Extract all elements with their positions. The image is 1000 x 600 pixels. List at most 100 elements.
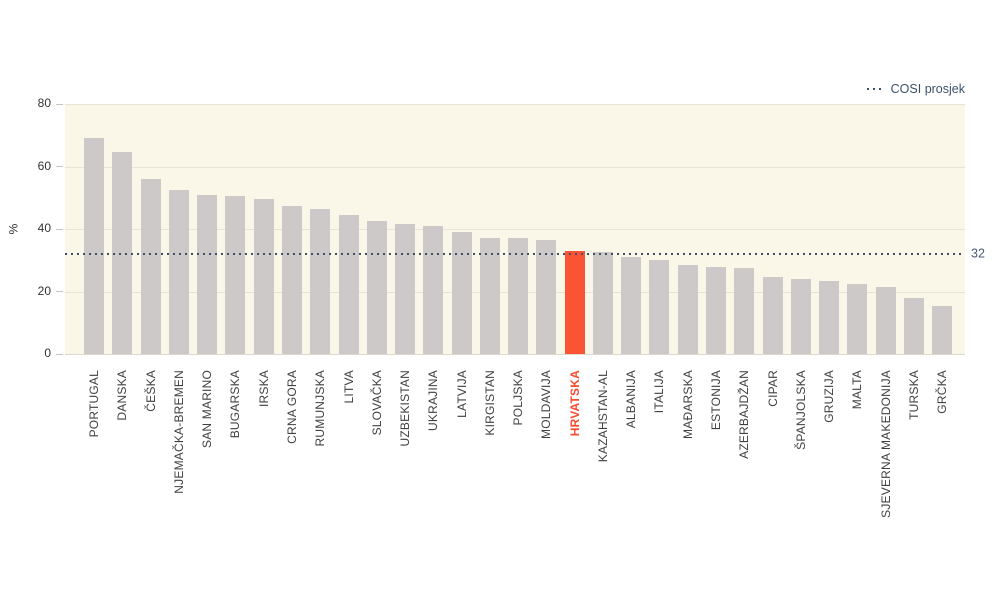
- x-label-slot: SJEVERNA MAKEDONIJA: [871, 356, 899, 541]
- bar-slot: [419, 104, 447, 354]
- bar-poljska: [508, 238, 529, 354]
- bar-gruzija: [819, 280, 840, 354]
- x-label-slot: KAZAHSTAN-AL: [589, 356, 617, 541]
- y-axis-title: %: [6, 223, 21, 235]
- bar-slot: [532, 104, 560, 354]
- y-tick-label: 40: [37, 221, 51, 235]
- x-label-njemačka-bremen: NJEMAČKA-BREMEN: [171, 370, 186, 494]
- bar-slot: [843, 104, 871, 354]
- y-tick-label: 20: [37, 283, 51, 298]
- y-tick-mark: [56, 228, 63, 230]
- x-label-mađarska: MAĐARSKA: [680, 370, 695, 439]
- x-label-poljska: POLJSKA: [511, 370, 526, 426]
- x-label-sjeverna makedonija: SJEVERNA MAKEDONIJA: [878, 370, 893, 518]
- x-label-ukrajina: UKRAJINA: [426, 370, 441, 431]
- x-label-slot: CIPAR: [758, 356, 786, 541]
- y-tick-label: 60: [37, 158, 51, 173]
- bar-slot: [928, 104, 956, 354]
- x-label-kazahstan-al: KAZAHSTAN-AL: [595, 370, 610, 463]
- gridline-40: [65, 229, 965, 230]
- x-label-moldavija: MOLDAVIJA: [539, 370, 554, 439]
- x-label-azerbajdžan: AZERBAJDŽAN: [737, 370, 752, 459]
- bar-uzbekistan: [395, 224, 416, 354]
- bar-estonija: [705, 266, 726, 354]
- y-tick-mark: [56, 166, 63, 167]
- y-tick-mark: [56, 353, 63, 355]
- bar-slot: [108, 104, 136, 354]
- x-label-slot: AZERBAJDŽAN: [730, 356, 758, 541]
- bar-slovačka: [366, 221, 387, 354]
- cosi-average-reference-line: [65, 253, 965, 255]
- bar-slot: [306, 104, 334, 354]
- y-tick-label: 80: [37, 96, 51, 110]
- x-label-litva: LITVA: [341, 370, 356, 404]
- x-label-slot: GRUZIJA: [815, 356, 843, 541]
- x-label-slovačka: SLOVAČKA: [369, 370, 384, 436]
- bar-kirgistan: [479, 238, 500, 354]
- x-axis-labels: PORTUGAL DANSKA ČEŠKA NJEMAČKA-BREMEN SAN MA…: [65, 356, 965, 541]
- x-label-irska: IRSKA: [256, 370, 271, 408]
- x-label-slot: MALTA: [843, 356, 871, 541]
- bar-slot: [165, 104, 193, 354]
- bar-slot: [80, 104, 108, 354]
- x-label-italija: ITALIJA: [652, 370, 667, 414]
- x-label-danska: DANSKA: [115, 370, 130, 421]
- x-label-cipar: CIPAR: [765, 370, 780, 407]
- gridline-60: [65, 166, 965, 168]
- bar-češka: [140, 179, 161, 354]
- bar-latvija: [451, 232, 472, 354]
- bar-slot: [334, 104, 362, 354]
- bar-malta: [847, 283, 868, 354]
- bar-italija: [649, 260, 670, 354]
- gridline-80: [65, 104, 965, 105]
- x-label-portugal: PORTUGAL: [87, 370, 102, 438]
- x-label-slot: PORTUGAL: [80, 356, 108, 541]
- x-label-crna gora: CRNA GORA: [284, 370, 299, 444]
- bar-mađarska: [677, 264, 698, 354]
- y-tick-mark: [56, 103, 63, 105]
- bar-slot: [193, 104, 221, 354]
- x-label-slot: GRČKA: [928, 356, 956, 541]
- gridline-0: [65, 354, 965, 355]
- bar-njemačka-bremen: [168, 189, 189, 354]
- x-label-slot: MOLDAVIJA: [532, 356, 560, 541]
- x-label-rumunjska: RUMUNJSKA: [313, 370, 328, 447]
- bar-albanija: [621, 257, 642, 354]
- bar-slot: [278, 104, 306, 354]
- bar-hrvatska: [564, 250, 585, 354]
- bar-slot: [391, 104, 419, 354]
- x-label-latvija: LATVIJA: [454, 370, 469, 418]
- bar-slot: [589, 104, 617, 354]
- x-label-češka: ČEŠKA: [143, 370, 158, 412]
- x-label-slot: IRSKA: [250, 356, 278, 541]
- x-label-malta: MALTA: [850, 370, 865, 410]
- bar-litva: [338, 214, 359, 354]
- bar-ukrajina: [423, 225, 444, 354]
- legend-label: COSI prosjek: [890, 82, 965, 96]
- x-label-slot: DANSKA: [108, 356, 136, 541]
- x-label-gruzija: GRUZIJA: [822, 370, 837, 423]
- bar-slot: [730, 104, 758, 354]
- bar-san marino: [197, 194, 218, 354]
- x-label-turska: TURSKA: [906, 370, 921, 420]
- x-label-san marino: SAN MARINO: [200, 370, 215, 449]
- bars-container: [65, 104, 965, 354]
- bar-slot: [504, 104, 532, 354]
- bar-slot: [476, 104, 504, 354]
- x-label-slot: KIRGISTAN: [476, 356, 504, 541]
- legend: COSI prosjek: [866, 82, 965, 96]
- bar-turska: [903, 297, 924, 354]
- x-label-uzbekistan: UZBEKISTAN: [398, 370, 413, 447]
- bar-portugal: [84, 138, 105, 354]
- bar-slot: [137, 104, 165, 354]
- x-label-bugarska: BUGARSKA: [228, 370, 243, 439]
- bar-irska: [253, 199, 274, 354]
- x-label-slot: CRNA GORA: [278, 356, 306, 541]
- bar-sjeverna makedonija: [875, 286, 896, 354]
- bar-slot: [617, 104, 645, 354]
- bar-slot: [702, 104, 730, 354]
- bar-slot: [787, 104, 815, 354]
- x-label-grčka: GRČKA: [935, 370, 950, 414]
- bar-slot: [363, 104, 391, 354]
- bar-moldavija: [536, 239, 557, 354]
